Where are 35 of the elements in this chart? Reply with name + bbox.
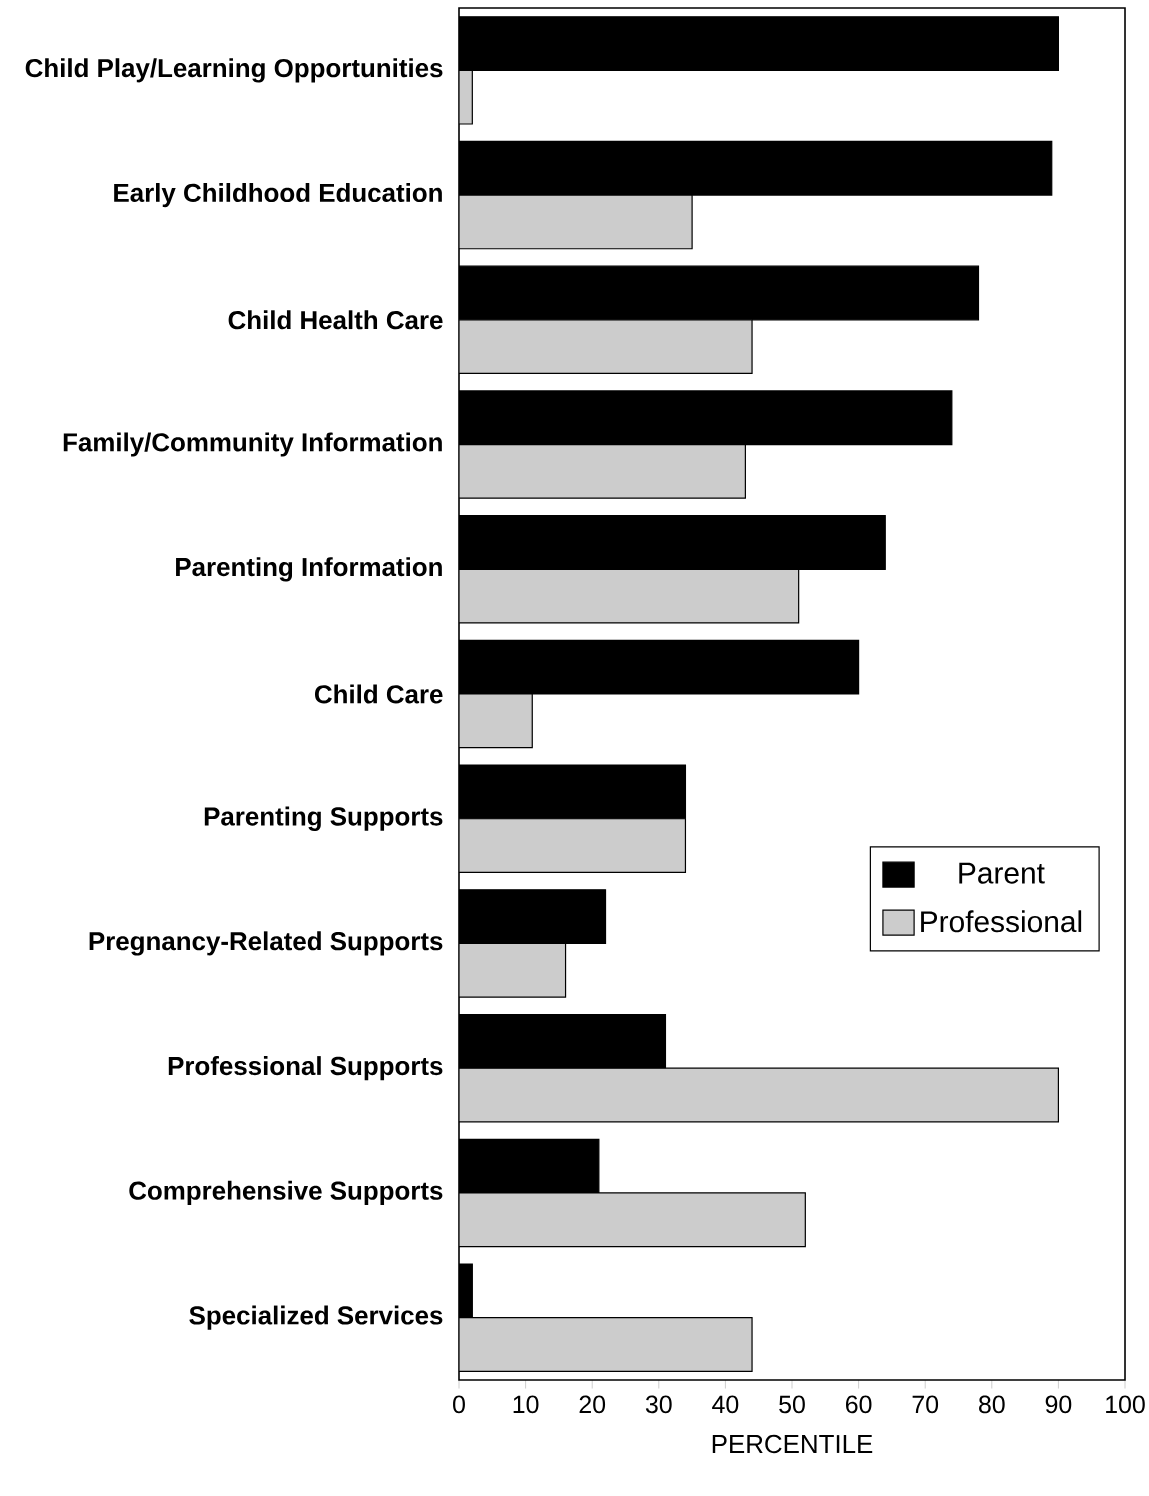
legend-label: Parent bbox=[959, 862, 1045, 884]
x-axis-title: PERCENTILE bbox=[712, 1434, 873, 1454]
y-tick-label: Comprehensive Supports bbox=[129, 1180, 443, 1205]
bar bbox=[459, 818, 687, 873]
x-tick-label: 80 bbox=[979, 1395, 1005, 1414]
x-tick-label: 20 bbox=[579, 1395, 606, 1414]
bar bbox=[459, 1192, 806, 1248]
x-tick-label: 50 bbox=[779, 1395, 805, 1414]
y-tick-label: Professional Supports bbox=[168, 1056, 443, 1081]
y-tick-label: Parenting Information bbox=[176, 557, 442, 582]
y-tick-label: Specialized Services bbox=[189, 1305, 443, 1330]
x-tick-label: 10 bbox=[513, 1395, 539, 1414]
legend-label: Professional bbox=[921, 910, 1082, 933]
y-tick-label: Child Health Care bbox=[228, 310, 443, 330]
y-tick-label: Family/Community Information bbox=[63, 432, 442, 457]
x-tick-label: 0 bbox=[453, 1395, 465, 1414]
bar bbox=[459, 1317, 753, 1372]
bar bbox=[459, 1067, 1060, 1123]
bar bbox=[459, 443, 746, 499]
bar bbox=[459, 194, 693, 250]
y-tick-label: Pregnancy-Related Supports bbox=[89, 931, 443, 956]
x-tick-label: 90 bbox=[1045, 1395, 1072, 1414]
bar bbox=[459, 942, 567, 998]
x-tick-label: 40 bbox=[712, 1395, 739, 1414]
y-tick-label: Parenting Supports bbox=[204, 806, 443, 831]
bar bbox=[459, 693, 533, 749]
x-tick-label: 100 bbox=[1106, 1395, 1145, 1414]
x-tick-label: 60 bbox=[846, 1395, 872, 1414]
bar bbox=[459, 319, 753, 375]
x-tick-label: 70 bbox=[912, 1395, 939, 1414]
x-tick-label: 30 bbox=[645, 1395, 672, 1414]
y-tick-label: Child Care bbox=[314, 684, 443, 704]
y-tick-label: Early Childhood Education bbox=[114, 183, 442, 208]
bar bbox=[459, 568, 800, 624]
y-tick-label: Child Play/Learning Opportunities bbox=[25, 58, 443, 83]
